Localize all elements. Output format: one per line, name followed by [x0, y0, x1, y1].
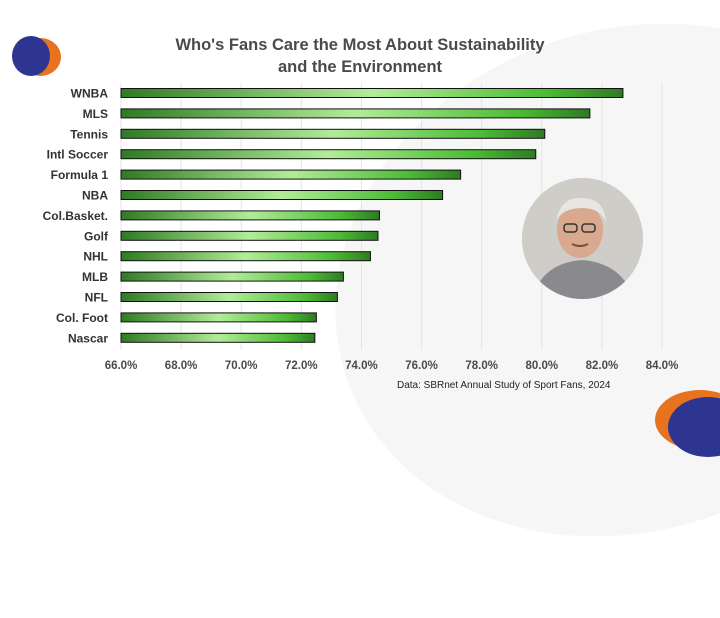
- bar-nfl: [120, 292, 338, 302]
- category-label: Golf: [84, 229, 109, 243]
- x-tick-label: 82.0%: [586, 360, 619, 372]
- bar-tennis: [120, 128, 546, 139]
- bar-golf: [120, 230, 379, 241]
- bar-mls: [120, 108, 591, 119]
- category-label: Col. Foot: [56, 311, 108, 325]
- bar-intl-soccer: [120, 149, 537, 160]
- bar-formula-1: [120, 169, 462, 180]
- x-tick-label: 78.0%: [465, 360, 498, 372]
- x-tick-label: 72.0%: [285, 360, 318, 372]
- category-label: WNBA: [71, 87, 109, 101]
- bar-nascar: [120, 332, 316, 343]
- x-tick-label: 70.0%: [225, 360, 258, 372]
- bar-col-foot: [120, 312, 317, 323]
- title-line-1: Who's Fans Care the Most About Sustainab…: [175, 36, 545, 54]
- x-tick-label: 84.0%: [646, 360, 679, 372]
- category-label: Nascar: [68, 331, 108, 345]
- presenter-webcam: [522, 178, 643, 299]
- bar-chart: WNBA MLS Tennis Intl Soccer Formula 1 NBA Col.…: [43, 83, 679, 372]
- bar-nhl: [120, 251, 371, 262]
- x-tick-label: 74.0%: [345, 360, 378, 372]
- logo-blue-circle: [12, 36, 50, 76]
- presenter-icon: [522, 178, 643, 299]
- category-label: Intl Soccer: [47, 148, 109, 162]
- category-label: NHL: [83, 250, 108, 264]
- bar-col-basket-: [120, 210, 380, 221]
- x-tick-label: 68.0%: [165, 360, 198, 372]
- bar-nba: [120, 190, 444, 200]
- category-label: Col.Basket.: [43, 209, 108, 223]
- chart-title: Who's Fans Care the Most About Sustainab…: [120, 34, 600, 78]
- category-label: Tennis: [70, 127, 108, 141]
- category-label: NBA: [82, 189, 108, 203]
- x-tick-label: 80.0%: [525, 360, 558, 372]
- category-label: Formula 1: [51, 168, 109, 182]
- category-label: MLB: [82, 270, 108, 284]
- category-label: MLS: [83, 107, 108, 121]
- title-line-2: and the Environment: [277, 58, 443, 76]
- bar-wnba: [120, 88, 624, 98]
- x-tick-label: 66.0%: [105, 360, 138, 372]
- bar-mlb: [120, 271, 344, 282]
- category-label: NFL: [85, 291, 108, 305]
- x-tick-label: 76.0%: [405, 360, 438, 372]
- data-source: Data: SBRnet Annual Study of Sport Fans,…: [397, 380, 611, 391]
